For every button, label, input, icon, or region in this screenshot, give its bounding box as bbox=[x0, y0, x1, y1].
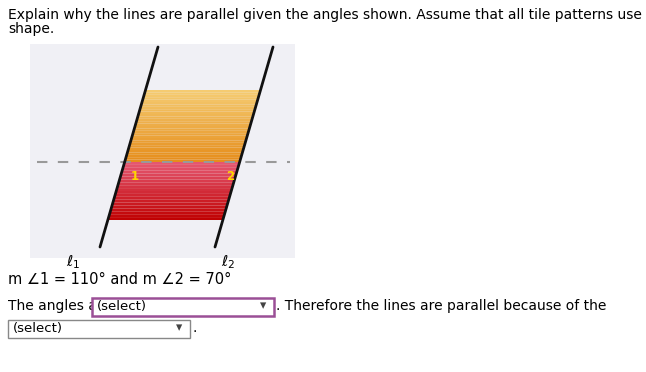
Polygon shape bbox=[130, 140, 246, 143]
Polygon shape bbox=[117, 185, 233, 188]
Polygon shape bbox=[141, 102, 257, 105]
Polygon shape bbox=[120, 174, 236, 176]
Text: ▾: ▾ bbox=[176, 321, 182, 334]
Polygon shape bbox=[129, 145, 245, 148]
Text: 2: 2 bbox=[225, 170, 234, 183]
Text: shape.: shape. bbox=[8, 22, 54, 36]
Text: 1: 1 bbox=[130, 170, 139, 183]
Polygon shape bbox=[111, 205, 227, 208]
Polygon shape bbox=[125, 160, 240, 162]
Polygon shape bbox=[134, 126, 250, 128]
Polygon shape bbox=[136, 119, 252, 121]
Text: m ∠1 = 110° and m ∠2 = 70°: m ∠1 = 110° and m ∠2 = 70° bbox=[8, 272, 231, 287]
Polygon shape bbox=[134, 128, 249, 131]
Polygon shape bbox=[116, 191, 231, 194]
Polygon shape bbox=[127, 153, 242, 155]
Polygon shape bbox=[116, 188, 232, 191]
Polygon shape bbox=[118, 182, 234, 185]
FancyBboxPatch shape bbox=[8, 320, 190, 338]
Polygon shape bbox=[119, 179, 234, 182]
Polygon shape bbox=[140, 109, 255, 112]
Polygon shape bbox=[121, 171, 237, 174]
Polygon shape bbox=[113, 200, 229, 203]
Polygon shape bbox=[135, 124, 251, 126]
Polygon shape bbox=[132, 136, 247, 138]
Text: The angles are: The angles are bbox=[8, 299, 115, 313]
Text: $\ell_2$: $\ell_2$ bbox=[221, 253, 235, 271]
Polygon shape bbox=[138, 114, 254, 116]
Polygon shape bbox=[108, 217, 224, 220]
Text: . Therefore the lines are parallel because of the: . Therefore the lines are parallel becau… bbox=[276, 299, 607, 313]
Bar bbox=[30, 44, 295, 258]
Polygon shape bbox=[122, 168, 238, 171]
Polygon shape bbox=[110, 208, 226, 211]
Polygon shape bbox=[144, 92, 260, 95]
Polygon shape bbox=[124, 162, 240, 165]
Polygon shape bbox=[142, 100, 258, 102]
Polygon shape bbox=[143, 97, 258, 100]
Polygon shape bbox=[114, 197, 229, 200]
Polygon shape bbox=[143, 95, 259, 97]
Polygon shape bbox=[110, 211, 225, 214]
Polygon shape bbox=[125, 157, 241, 160]
Polygon shape bbox=[129, 143, 245, 145]
Text: Explain why the lines are parallel given the angles shown. Assume that all tile : Explain why the lines are parallel given… bbox=[8, 8, 646, 22]
Polygon shape bbox=[114, 194, 231, 197]
Polygon shape bbox=[128, 148, 244, 150]
Text: .: . bbox=[192, 321, 196, 335]
Polygon shape bbox=[136, 121, 251, 124]
Polygon shape bbox=[123, 165, 239, 168]
Text: (select): (select) bbox=[97, 300, 147, 313]
Polygon shape bbox=[126, 155, 242, 157]
Polygon shape bbox=[112, 203, 228, 205]
Polygon shape bbox=[120, 176, 235, 179]
Text: (select): (select) bbox=[13, 322, 63, 335]
Polygon shape bbox=[140, 107, 256, 109]
Polygon shape bbox=[133, 131, 249, 133]
Polygon shape bbox=[137, 116, 253, 119]
Polygon shape bbox=[139, 112, 255, 114]
FancyBboxPatch shape bbox=[92, 298, 274, 316]
Text: ▾: ▾ bbox=[260, 299, 266, 312]
Text: $\ell_1$: $\ell_1$ bbox=[66, 253, 80, 271]
Polygon shape bbox=[145, 90, 260, 92]
Polygon shape bbox=[109, 214, 225, 217]
Polygon shape bbox=[132, 133, 248, 136]
Polygon shape bbox=[141, 105, 256, 107]
Polygon shape bbox=[131, 138, 247, 140]
Polygon shape bbox=[127, 150, 243, 153]
